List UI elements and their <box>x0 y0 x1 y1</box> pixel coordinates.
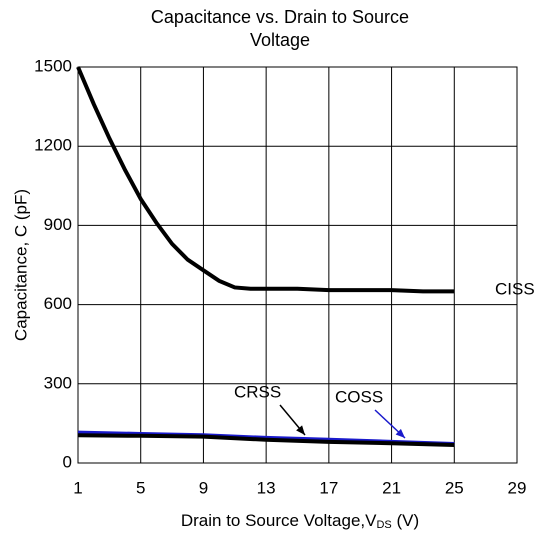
x-label-text: Drain to Source Voltage,V <box>180 511 377 530</box>
x-tick-label: 13 <box>257 478 276 497</box>
y-tick-label: 0 <box>63 452 72 471</box>
arrow-head <box>395 428 405 438</box>
x-tick-label: 17 <box>319 478 338 497</box>
series-label: COSS <box>335 387 383 406</box>
x-tick-label: 9 <box>199 478 208 497</box>
plot-area <box>77 66 518 464</box>
y-tick-label: 900 <box>44 215 72 234</box>
x-tick-label: 21 <box>382 478 401 497</box>
arrow-head <box>296 425 305 435</box>
y-tick-label: 600 <box>44 294 72 313</box>
line-series <box>76 66 455 294</box>
series-label: CISS <box>495 279 535 298</box>
x-tick-label: 25 <box>445 478 464 497</box>
x-tick-label: 5 <box>136 478 145 497</box>
x-tick-label: 29 <box>508 478 527 497</box>
y-axis-label: Capacitance, C (pF) <box>11 189 30 341</box>
x-axis-label: Drain to Source Voltage,VDS (V) <box>0 511 540 531</box>
y-tick-label: 300 <box>44 373 72 392</box>
chart-title: Capacitance vs. Drain to Source Voltage <box>150 7 410 50</box>
x-label-suffix: (V) <box>391 511 420 530</box>
x-tick-label: 1 <box>73 478 82 497</box>
y-tick-label: 1500 <box>34 56 72 75</box>
x-label-subscript: DS <box>376 519 392 531</box>
series-label: CRSS <box>234 382 281 401</box>
y-tick-label: 1200 <box>34 136 72 155</box>
line-series <box>77 433 455 448</box>
